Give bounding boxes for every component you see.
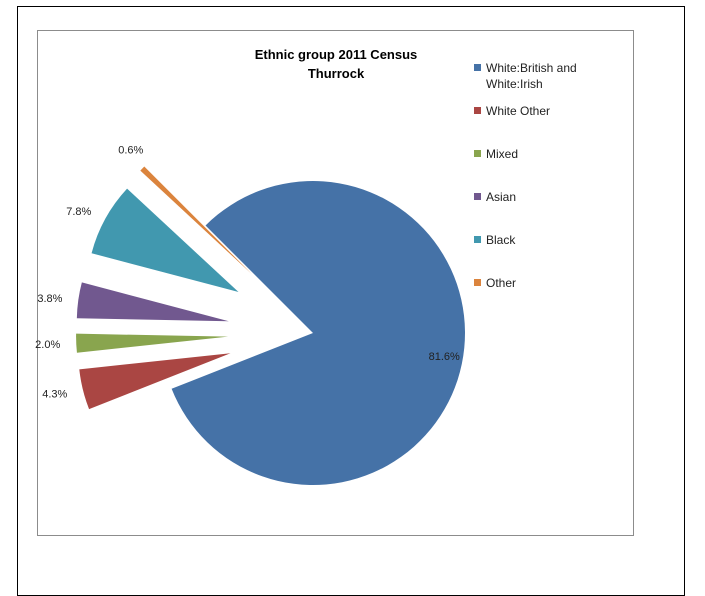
chart-title: Ethnic group 2011 Census <box>255 47 418 62</box>
pie-slice-black <box>91 188 239 293</box>
data-label-asian: 3.8% <box>37 293 62 305</box>
data-label-mixed: 2.0% <box>35 339 60 351</box>
pie-slice-other <box>140 166 252 275</box>
pie-slice-white-british-and-white-irish <box>171 181 466 485</box>
legend-label-2: Mixed <box>486 147 518 161</box>
legend-swatch-1 <box>474 107 481 114</box>
data-label-black: 7.8% <box>66 206 91 218</box>
legend-label-4: Black <box>486 233 516 247</box>
legend-swatch-5 <box>474 279 481 286</box>
legend-swatch-0 <box>474 64 481 71</box>
legend-label-0: White:British and White:Irish <box>486 61 577 91</box>
pie-slice-white-other <box>79 353 231 410</box>
data-label-white-other: 4.3% <box>42 388 67 400</box>
legend-swatch-4 <box>474 236 481 243</box>
data-label-other: 0.6% <box>118 145 143 157</box>
pie-slice-mixed <box>76 333 229 353</box>
legend-swatch-2 <box>474 150 481 157</box>
legend-label-1: White Other <box>486 104 550 118</box>
legend-label-3: Asian <box>486 190 516 204</box>
data-label-white-british-and-white-irish: 81.6% <box>429 351 460 363</box>
pie-slice-asian <box>76 282 229 322</box>
legend-label-5: Other <box>486 276 516 290</box>
chart-subtitle: Thurrock <box>308 66 365 81</box>
legend-swatch-3 <box>474 193 481 200</box>
